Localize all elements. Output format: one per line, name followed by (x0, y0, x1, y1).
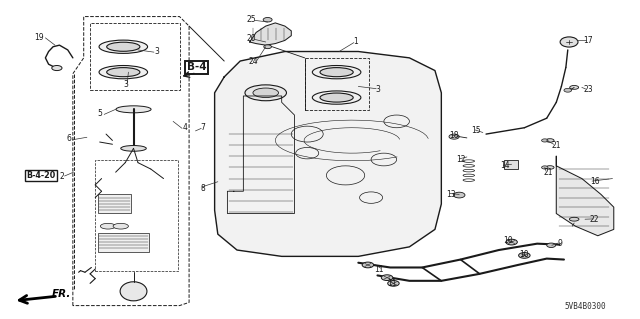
Ellipse shape (570, 85, 579, 89)
Ellipse shape (312, 91, 361, 104)
Ellipse shape (120, 282, 147, 301)
Ellipse shape (320, 68, 353, 77)
Text: 5: 5 (97, 109, 102, 118)
Ellipse shape (107, 42, 140, 51)
Text: 24: 24 (248, 56, 258, 65)
Circle shape (518, 253, 530, 258)
Ellipse shape (116, 106, 151, 113)
Ellipse shape (320, 93, 353, 102)
Polygon shape (73, 17, 189, 306)
Circle shape (362, 262, 374, 268)
Text: B-4: B-4 (187, 63, 207, 72)
Text: 10: 10 (520, 250, 529, 259)
Ellipse shape (99, 65, 148, 79)
Ellipse shape (253, 88, 278, 98)
Text: 21: 21 (544, 168, 554, 177)
Ellipse shape (99, 40, 148, 53)
Text: 20: 20 (247, 34, 257, 43)
Text: 13: 13 (446, 190, 456, 199)
Circle shape (381, 275, 393, 280)
Ellipse shape (245, 85, 287, 101)
Ellipse shape (560, 37, 578, 47)
Circle shape (263, 18, 272, 22)
Text: 16: 16 (590, 177, 600, 186)
Text: 9: 9 (557, 239, 562, 248)
Circle shape (264, 45, 271, 49)
Text: 5VB4B0300: 5VB4B0300 (564, 302, 606, 311)
Text: 14: 14 (500, 161, 510, 170)
FancyBboxPatch shape (98, 195, 131, 213)
FancyBboxPatch shape (98, 233, 149, 252)
Text: 7: 7 (200, 123, 205, 132)
Text: 6: 6 (67, 134, 72, 143)
Text: B-4-20: B-4-20 (26, 171, 56, 180)
Polygon shape (556, 156, 614, 236)
Ellipse shape (570, 217, 579, 221)
Circle shape (454, 192, 465, 198)
Text: 22: 22 (590, 215, 599, 224)
Ellipse shape (100, 223, 116, 229)
Text: 3: 3 (155, 47, 159, 56)
Ellipse shape (546, 166, 554, 169)
Text: 11: 11 (387, 279, 396, 288)
Text: 12: 12 (456, 155, 465, 164)
Ellipse shape (107, 68, 140, 77)
Text: FR.: FR. (52, 289, 71, 299)
Circle shape (541, 139, 548, 142)
Ellipse shape (546, 139, 554, 142)
Text: 15: 15 (472, 126, 481, 135)
Circle shape (564, 88, 572, 92)
Text: 8: 8 (200, 184, 205, 193)
Text: 11: 11 (374, 264, 384, 274)
Circle shape (449, 134, 460, 139)
Text: 18: 18 (449, 131, 459, 140)
Ellipse shape (312, 65, 361, 79)
Circle shape (547, 243, 556, 248)
Text: 19: 19 (34, 33, 44, 42)
Text: 4: 4 (183, 123, 188, 132)
Ellipse shape (121, 145, 147, 151)
Circle shape (506, 239, 517, 245)
Text: 3: 3 (375, 85, 380, 94)
Polygon shape (250, 23, 291, 45)
Text: 3: 3 (124, 80, 128, 89)
FancyBboxPatch shape (504, 160, 518, 169)
Text: 21: 21 (552, 141, 561, 150)
Text: 23: 23 (584, 85, 593, 94)
Circle shape (52, 65, 62, 70)
Text: 1: 1 (353, 38, 358, 47)
Text: 2: 2 (60, 173, 65, 182)
Circle shape (388, 280, 399, 286)
Text: 25: 25 (247, 15, 257, 24)
Circle shape (541, 166, 548, 169)
Polygon shape (214, 51, 442, 256)
Text: 17: 17 (584, 36, 593, 45)
Text: 10: 10 (504, 236, 513, 245)
Ellipse shape (113, 223, 129, 229)
